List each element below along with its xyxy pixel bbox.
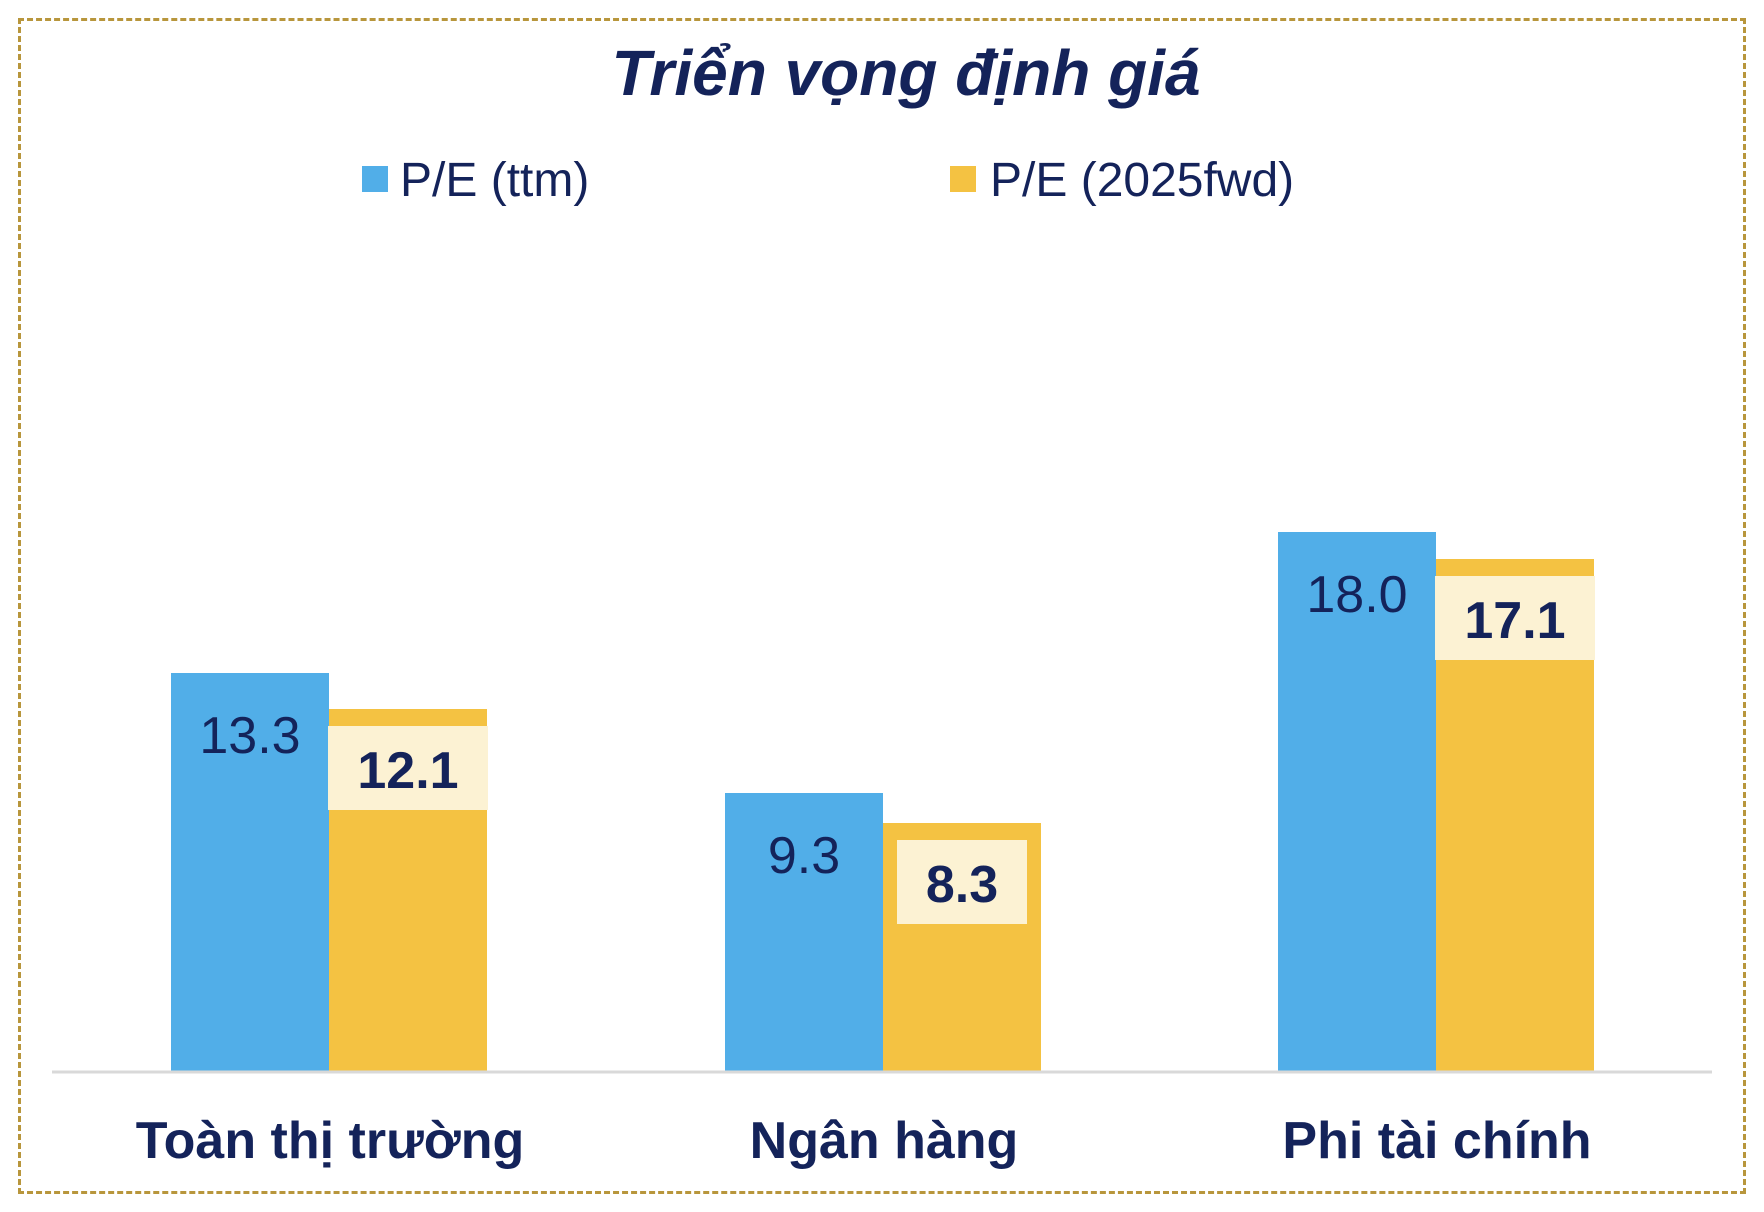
category-label-phi-tai-chinh: Phi tài chính (1282, 1112, 1591, 1170)
chart-title: Triển vọng định giá (611, 37, 1200, 109)
legend: P/E (ttm) P/E (2025fwd) (362, 154, 1294, 207)
category-labels-group: Toàn thị trường Ngân hàng Phi tài chính (136, 1112, 1592, 1170)
legend-item-ttm: P/E (ttm) (362, 154, 589, 207)
value-label-box-2025fwd-toan-thi-truong (328, 726, 488, 810)
legend-swatch-2025fwd (950, 166, 976, 192)
value-label-2025fwd-ngan-hang: 8.3 (926, 856, 998, 914)
value-labels-group: 13.3 12.1 9.3 8.3 18.0 17.1 (199, 566, 1595, 924)
value-label-2025fwd-toan-thi-truong: 12.1 (357, 742, 458, 800)
value-label-box-2025fwd-phi-tai-chinh (1435, 576, 1595, 660)
legend-item-2025fwd: P/E (2025fwd) (950, 154, 1294, 207)
value-label-ttm-phi-tai-chinh: 18.0 (1306, 566, 1407, 624)
bar-ttm-toan-thi-truong (171, 673, 329, 1072)
category-label-toan-thi-truong: Toàn thị trường (136, 1112, 524, 1170)
legend-label-ttm: P/E (ttm) (400, 154, 589, 207)
bar-ttm-phi-tai-chinh (1278, 532, 1436, 1072)
legend-label-2025fwd: P/E (2025fwd) (990, 154, 1294, 207)
legend-swatch-ttm (362, 166, 388, 192)
value-label-2025fwd-phi-tai-chinh: 17.1 (1464, 592, 1565, 650)
value-label-box-2025fwd-ngan-hang (897, 840, 1027, 924)
bar-ttm-ngan-hang (725, 793, 883, 1072)
value-label-ttm-ngan-hang: 9.3 (768, 827, 840, 885)
value-label-ttm-toan-thi-truong: 13.3 (199, 707, 300, 765)
category-label-ngan-hang: Ngân hàng (750, 1112, 1019, 1170)
